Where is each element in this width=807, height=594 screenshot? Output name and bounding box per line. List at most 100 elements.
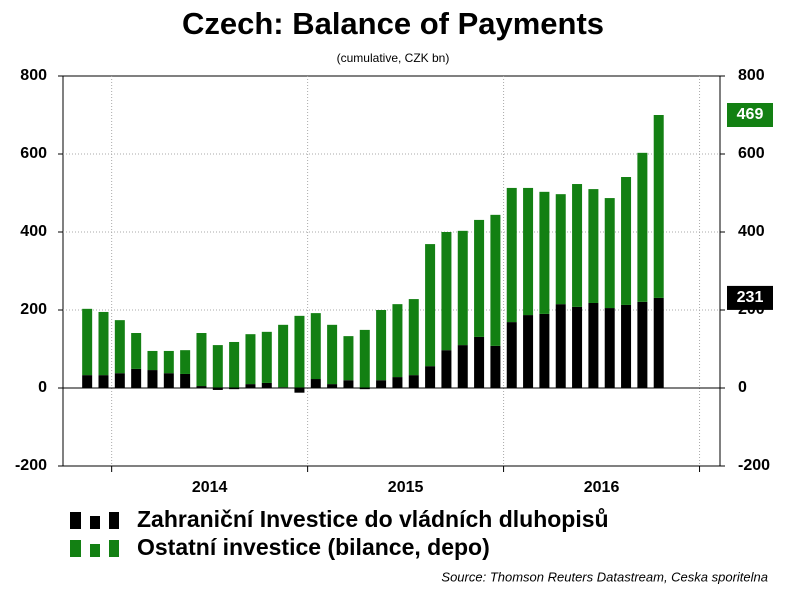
y2-tick-label: 0 (738, 379, 747, 396)
end-badge-label: 231 (737, 289, 764, 306)
bar-segment (621, 177, 632, 305)
bar-segment (294, 388, 305, 393)
bar-segment (441, 350, 452, 388)
bar-segment (408, 375, 419, 388)
bar-segment (147, 370, 158, 388)
legend-label: Ostatní investice (bilance, depo) (137, 534, 490, 560)
bar-segment (327, 384, 338, 388)
bar-segment (425, 244, 436, 367)
bar-segment (523, 315, 534, 388)
bar-segment (506, 187, 517, 323)
y-tick-label: 600 (20, 145, 47, 162)
bar-segment (131, 333, 142, 369)
bar-segment (131, 368, 142, 388)
legend-swatch (109, 540, 119, 557)
bar-segment (343, 380, 354, 388)
y2-tick-label: -200 (738, 457, 770, 474)
chart-title: Czech: Balance of Payments (182, 6, 604, 41)
y-tick-label: 200 (20, 301, 47, 318)
bar-segment (229, 388, 240, 390)
legend-swatch (109, 512, 119, 529)
bar-segment (98, 311, 109, 376)
bar-segment (327, 324, 338, 385)
bar-segment (359, 329, 370, 388)
bar-segment (506, 322, 517, 388)
bar-segment (147, 350, 158, 371)
bar-segment (555, 194, 566, 305)
bar-segment (588, 189, 599, 303)
bar-segment (572, 184, 583, 307)
y2-tick-label: 600 (738, 145, 765, 162)
bar-segment (180, 350, 191, 374)
bar-segment (114, 320, 125, 374)
bar-segment (588, 302, 599, 388)
bar-segment (245, 384, 256, 388)
y-tick-label: 400 (20, 223, 47, 240)
bar-segment (637, 301, 648, 388)
bar-segment (359, 388, 370, 390)
bar-segment (310, 379, 321, 388)
bar-segment (555, 304, 566, 388)
bar-segment (523, 187, 534, 316)
bar-segment (392, 304, 403, 378)
bar-segment (310, 313, 321, 380)
bar-segment (196, 386, 207, 388)
x-tick-label: 2016 (584, 479, 620, 496)
bar-segment (457, 345, 468, 388)
bar-segment (653, 115, 664, 298)
x-tick-label: 2015 (388, 479, 424, 496)
bar-segment (212, 388, 223, 390)
bar-segment (539, 313, 550, 388)
y2-tick-label: 400 (738, 223, 765, 240)
end-badge (727, 103, 773, 127)
bar-segment (180, 373, 191, 388)
y-tick-label: -200 (15, 457, 47, 474)
bar-segment (82, 375, 93, 388)
bar-segment (621, 304, 632, 388)
bar-segment (114, 373, 125, 388)
bar-segment (376, 310, 387, 381)
bar-segment (392, 377, 403, 388)
bar-segment (98, 375, 109, 388)
chart-subtitle: (cumulative, CZK bn) (337, 51, 450, 65)
bar-segment (604, 198, 615, 309)
bar-segment (261, 331, 272, 383)
bar-segment (294, 315, 305, 388)
bar-segment (408, 299, 419, 376)
end-badge (727, 285, 773, 310)
bar-segment (604, 308, 615, 388)
bar-segment (572, 306, 583, 388)
bar-segment (539, 191, 550, 314)
bar-segment (653, 297, 664, 388)
bar-segment (261, 382, 272, 388)
legend-label: Zahraniční Investice do vládních dluhopi… (137, 506, 609, 532)
legend-swatch (70, 540, 81, 557)
bar-segment (163, 373, 174, 388)
legend-swatch (90, 544, 100, 557)
y-tick-label: 0 (38, 379, 47, 396)
plot-frame (62, 75, 721, 467)
bar-segment (637, 152, 648, 302)
bar-segment (474, 219, 485, 337)
legend-swatch (90, 516, 100, 529)
bar-segment (490, 345, 501, 388)
legend: Zahraniční Investice do vládních dluhopi… (70, 506, 609, 560)
bar-segment (425, 366, 436, 388)
y2-tick-label: 800 (738, 67, 765, 84)
bar-segment (474, 336, 485, 388)
bar-segment (441, 232, 452, 351)
source-note: Source: Thomson Reuters Datastream, Cesk… (441, 569, 768, 584)
y-tick-label: 800 (20, 67, 47, 84)
bar-segment (278, 324, 289, 388)
bar-segment (490, 214, 501, 346)
bar-segment (229, 341, 240, 388)
bar-segment (457, 230, 468, 346)
bar-segment (245, 334, 256, 385)
legend-swatch (70, 512, 81, 529)
bar-segment (163, 350, 174, 374)
bar-segment (343, 336, 354, 381)
x-tick-label: 2014 (192, 479, 228, 496)
bar-segment (376, 380, 387, 388)
end-badge-label: 469 (737, 106, 764, 123)
